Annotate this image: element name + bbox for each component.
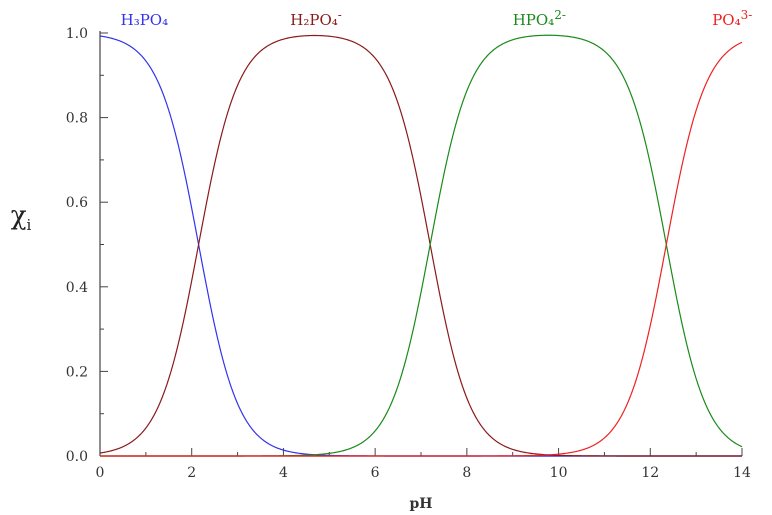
series-line-3	[100, 41, 743, 457]
y-tick-label: 0.8	[66, 111, 88, 127]
y-tick-label: 0.0	[66, 449, 88, 465]
y-axis-symbol: χ	[11, 201, 27, 231]
series-label-charge: 3-	[741, 8, 753, 22]
series-line-1	[99, 34, 742, 457]
series-line-0	[99, 35, 742, 457]
series-label-charge: -	[338, 8, 342, 22]
series-label-base: H₂PO₄	[290, 11, 338, 29]
x-tick-label: 6	[371, 465, 380, 481]
series-label-base: PO₄	[712, 11, 740, 29]
series-labels: H₃PO₄ H₂PO₄- HPO₄2- PO₄3-	[121, 8, 753, 29]
series-line-2	[100, 34, 743, 457]
x-tick-label: 12	[641, 465, 659, 481]
series-label-0: H₃PO₄	[121, 11, 169, 29]
y-tick-label: 1.0	[66, 26, 88, 42]
series-label-base: H₃PO₄	[121, 11, 169, 29]
x-tick-label: 0	[96, 465, 105, 481]
series-label-base: HPO₄	[513, 11, 554, 29]
axes: 0 2 4 6 8 10 12 14 0.0 0.2 0.4 0.6 0.8 1.0	[66, 26, 751, 481]
series-label-1: H₂PO₄-	[290, 8, 342, 29]
series-label-charge: 2-	[554, 8, 566, 22]
series-label-3: PO₄3-	[712, 8, 752, 29]
x-tick-label: 8	[462, 465, 471, 481]
y-axis-subscript: i	[26, 216, 31, 234]
y-tick-label: 0.2	[66, 364, 88, 380]
y-tick-label: 0.4	[66, 280, 88, 296]
x-tick-label: 2	[187, 465, 196, 481]
x-tick-label: 14	[733, 465, 751, 481]
series-label-2: HPO₄2-	[513, 8, 566, 29]
x-tick-label: 10	[550, 465, 568, 481]
y-axis-title: χi	[11, 201, 32, 234]
y-tick-label: 0.6	[66, 195, 88, 211]
x-tick-label: 4	[279, 465, 288, 481]
series-curves	[99, 34, 743, 457]
x-axis-title: pH	[409, 496, 432, 512]
